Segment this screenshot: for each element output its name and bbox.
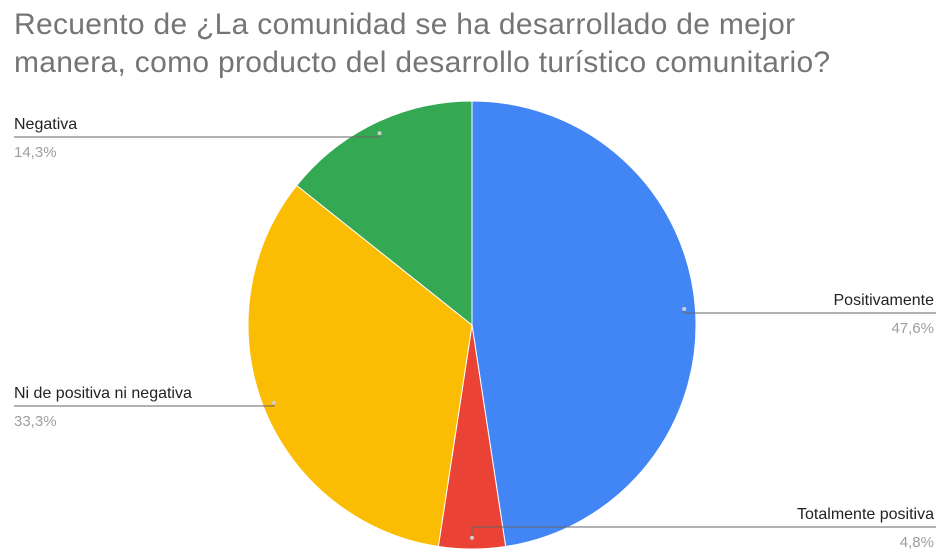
callout-dot-positivamente [682, 307, 687, 311]
callout-line-negativa [14, 133, 381, 138]
callout-dot-negativa [377, 131, 382, 136]
slice-percent-totalmente-positiva: 4,8% [900, 534, 934, 551]
slice-label-ni-de-positiva-ni-negativa: Ni de positiva ni negativa [14, 385, 192, 402]
chart-title-line-1: Recuento de ¿La comunidad se ha desarrol… [14, 8, 796, 41]
pie-slice-negativa[interactable] [296, 100, 473, 327]
callout-line-positivamente [683, 309, 936, 314]
callout-line-ni-de-positiva-ni-negativa [14, 402, 275, 407]
callout-line-totalmente-positiva [471, 526, 936, 538]
chart-title-line-2: manera, como producto del desarrollo tur… [14, 46, 831, 79]
slice-label-negativa: Negativa [14, 116, 77, 133]
slice-label-positivamente: Positivamente [834, 292, 935, 309]
slice-label-totalmente-positiva: Totalmente positiva [797, 506, 934, 523]
slice-percent-positivamente: 47,6% [891, 320, 934, 337]
callout-dot-ni-de-positiva-ni-negativa [271, 400, 276, 405]
pie-slices [247, 100, 697, 550]
chart-title: Recuento de ¿La comunidad se ha desarrol… [14, 6, 830, 82]
slice-percent-ni-de-positiva-ni-negativa: 33,3% [14, 413, 57, 430]
pie-slice-positivamente[interactable] [471, 100, 697, 548]
callout-dot-totalmente-positiva [470, 535, 474, 540]
slice-percent-negativa: 14,3% [14, 144, 57, 161]
slice-labels: Positivamente 47,6% Totalmente positiva 4,8… [14, 116, 936, 551]
pie-slice-ni-de-positiva-ni-negativa[interactable] [247, 184, 473, 548]
